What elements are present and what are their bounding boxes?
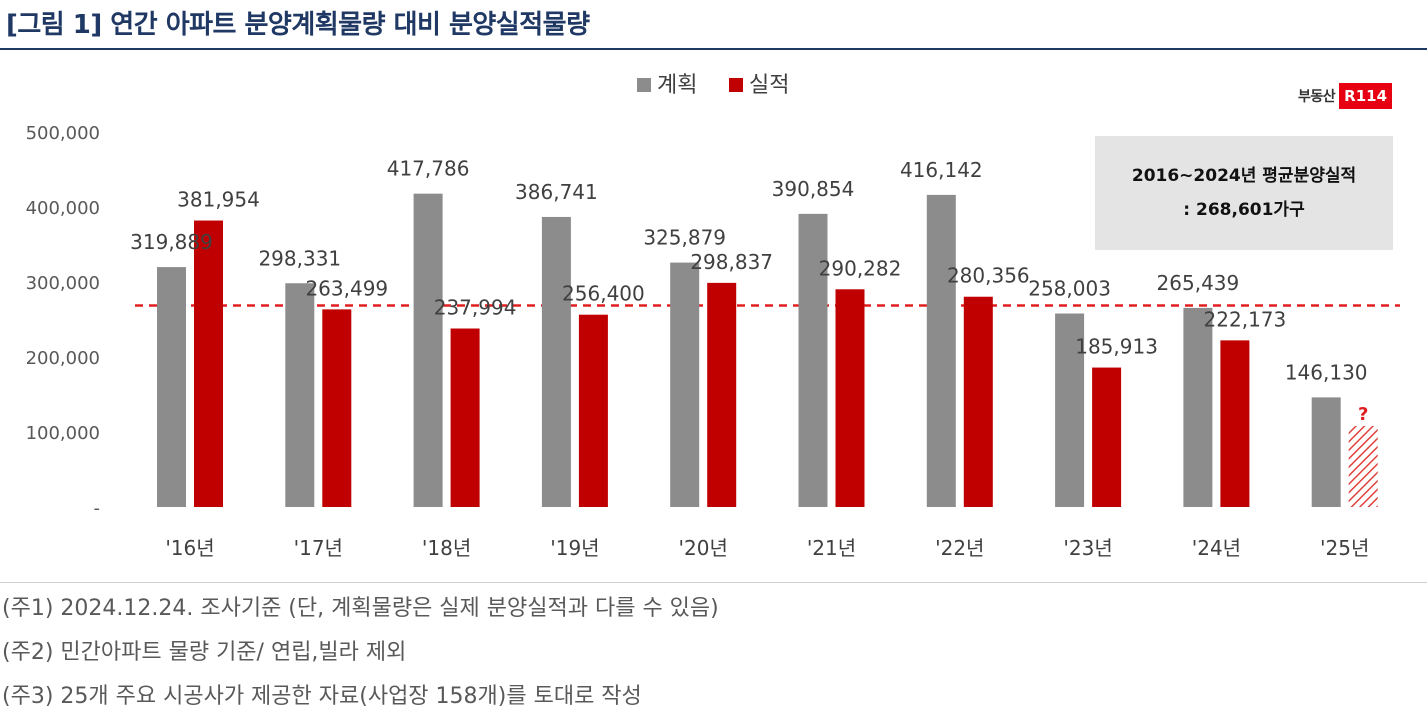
x-tick-label: '18년 bbox=[422, 536, 471, 560]
average-info-box: 2016~2024년 평균분양실적 : 268,601가구 bbox=[1095, 136, 1393, 250]
bar-plan bbox=[1183, 307, 1213, 507]
note-3: (주3) 25개 주요 시공사가 제공한 자료(사업장 158개)를 토대로 작… bbox=[2, 684, 642, 709]
bar-actual bbox=[963, 296, 993, 507]
data-label-actual: 222,173 bbox=[1204, 307, 1287, 331]
data-label-actual: 298,837 bbox=[690, 250, 773, 274]
note-1: (주1) 2024.12.24. 조사기준 (단, 계획물량은 실제 분양실적과… bbox=[2, 596, 719, 621]
data-label-actual: 381,954 bbox=[177, 188, 260, 212]
bar-plan bbox=[1311, 397, 1341, 507]
bar-plan bbox=[670, 262, 700, 507]
data-label-actual: 263,499 bbox=[305, 276, 388, 300]
bar-actual bbox=[1092, 367, 1122, 507]
bar-plan bbox=[157, 267, 186, 507]
average-info-line1: 2016~2024년 평균분양실적 bbox=[1131, 166, 1357, 186]
x-tick-label: '19년 bbox=[550, 536, 599, 560]
title-divider bbox=[0, 48, 1427, 50]
y-tick-label: 300,000 bbox=[26, 273, 100, 294]
bar-actual-pending bbox=[1348, 426, 1378, 507]
data-label-plan: 416,142 bbox=[900, 158, 983, 182]
data-label-plan: 258,003 bbox=[1028, 276, 1111, 300]
data-label-plan: 390,854 bbox=[772, 177, 855, 201]
legend-swatch-actual bbox=[729, 78, 743, 92]
y-tick-label: 400,000 bbox=[26, 198, 100, 219]
bar-actual bbox=[450, 328, 480, 507]
bar-actual bbox=[578, 314, 608, 507]
bar-chart: - 100,000 200,000 300,000 400,000 500,000 '16… bbox=[26, 73, 1400, 560]
bar-plan bbox=[926, 194, 956, 507]
bar-plan bbox=[541, 216, 571, 507]
average-info-line2: : 268,601가구 bbox=[1183, 200, 1305, 220]
data-label-actual: 185,913 bbox=[1075, 335, 1158, 359]
data-label-plan: 417,786 bbox=[387, 157, 470, 181]
bar-actual bbox=[322, 309, 352, 507]
legend-label-actual: 실적 bbox=[749, 73, 789, 98]
data-label-plan: 319,889 bbox=[130, 230, 213, 254]
page-title: [그림 1] 연간 아파트 분양계획물량 대비 분양실적물량 bbox=[6, 10, 590, 40]
bar-actual bbox=[835, 289, 865, 507]
brand-logo-group: 부동산 R114 bbox=[1298, 80, 1393, 112]
y-tick-label: 200,000 bbox=[26, 348, 100, 369]
data-label-plan: 265,439 bbox=[1157, 271, 1240, 295]
data-label-actual: 237,994 bbox=[434, 296, 517, 320]
y-tick-label: 500,000 bbox=[26, 123, 100, 144]
note-2: (주2) 민간아파트 물량 기준/ 연립,빌라 제외 bbox=[2, 640, 407, 665]
bar-plan bbox=[285, 283, 315, 507]
x-tick-label: '16년 bbox=[165, 536, 214, 560]
data-label-actual: ? bbox=[1358, 404, 1368, 425]
x-tick-label: '23년 bbox=[1063, 536, 1112, 560]
data-label-plan: 298,331 bbox=[258, 246, 341, 270]
data-label-actual: 280,356 bbox=[947, 264, 1030, 288]
x-tick-label: '25년 bbox=[1320, 536, 1369, 560]
bar-actual bbox=[1220, 340, 1250, 507]
bar-actual bbox=[194, 220, 223, 508]
data-label-actual: 256,400 bbox=[562, 282, 645, 306]
data-label-plan: 386,741 bbox=[515, 180, 598, 204]
bar-plan bbox=[1055, 313, 1085, 507]
chart-area: - 100,000 200,000 300,000 400,000 500,000 '16… bbox=[0, 50, 1427, 583]
y-tick-label: - bbox=[94, 498, 101, 519]
x-tick-label: '20년 bbox=[679, 536, 728, 560]
x-tick-label: '22년 bbox=[935, 536, 984, 560]
data-label-plan: 325,879 bbox=[643, 226, 726, 250]
data-label-plan: 146,130 bbox=[1285, 360, 1368, 384]
legend-label-plan: 계획 bbox=[657, 73, 697, 98]
x-tick-label: '24년 bbox=[1192, 536, 1241, 560]
brand-logo: R114 bbox=[1339, 83, 1393, 109]
y-tick-label: 100,000 bbox=[26, 423, 100, 444]
brand-text: 부동산 bbox=[1298, 89, 1336, 105]
bar-actual bbox=[707, 282, 737, 507]
bar-plan bbox=[798, 213, 828, 507]
x-tick-label: '21년 bbox=[807, 536, 856, 560]
x-tick-label: '17년 bbox=[294, 536, 343, 560]
legend-swatch-plan bbox=[637, 78, 651, 92]
data-label-actual: 290,282 bbox=[819, 256, 902, 280]
bar-plan bbox=[413, 193, 443, 507]
